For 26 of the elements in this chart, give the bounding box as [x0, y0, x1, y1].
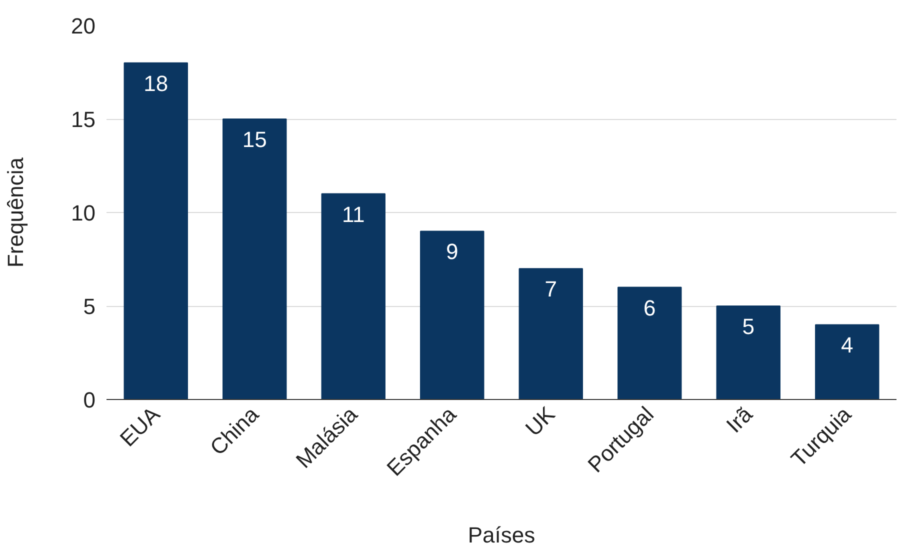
x-tick-label: EUA [115, 401, 165, 452]
y-tick-label: 5 [83, 294, 96, 319]
data-label: 6 [644, 295, 656, 320]
bar [124, 62, 188, 400]
y-tick-label: 20 [71, 14, 96, 38]
y-tick-label: 15 [71, 107, 96, 132]
bar [518, 268, 583, 400]
bar [222, 118, 287, 400]
x-axis-title: Países [468, 522, 536, 548]
data-label: 4 [841, 332, 854, 358]
bar [321, 193, 386, 400]
y-axis-title: Frequência [3, 156, 28, 268]
data-label: 7 [544, 276, 558, 302]
bar [618, 286, 682, 400]
data-label: 15 [242, 127, 267, 152]
bar [815, 324, 880, 400]
data-label: 11 [342, 202, 365, 227]
data-label: 18 [144, 70, 168, 96]
x-tick-label: Irã [721, 401, 758, 438]
y-tick-label: 0 [83, 388, 96, 412]
data-label: 5 [742, 314, 755, 339]
data-label: 9 [446, 239, 458, 264]
y-tick-label: 10 [71, 200, 96, 226]
bar [420, 230, 484, 400]
bar [716, 306, 780, 400]
x-tick-label: UK [520, 401, 560, 441]
